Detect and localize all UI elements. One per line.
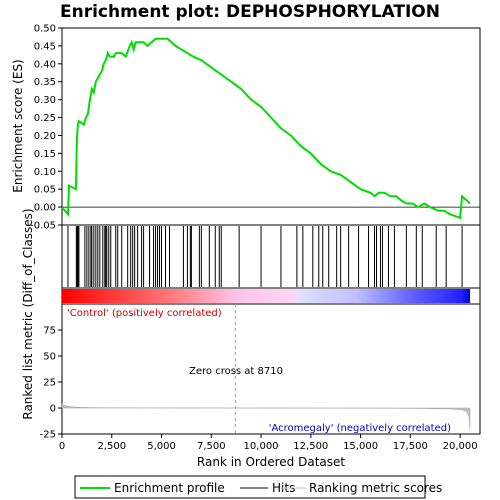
metric-y-axis-label: Ranked list metric (Diff_of_Classes): [21, 208, 35, 419]
hits-frame: [61, 224, 481, 289]
metric-y-tick-label: 50: [43, 352, 56, 363]
enrichment-score-panel: -0.05 0.00 0.05 0.10 0.15 0.20 0.25 0.30 0.35 0.4…: [11, 24, 481, 232]
legend-enrichment-label: Enrichment profile: [114, 481, 225, 495]
es-y-tick-label: -0.05: [30, 221, 56, 232]
es-y-axis-label: Enrichment score (ES): [11, 59, 25, 192]
metric-y-axis: -25 0 25 50 75: [40, 326, 62, 441]
enrichment-profile-line: [61, 37, 471, 220]
es-y-tick-label: 0.05: [34, 185, 56, 196]
x-tick-label: 10,000: [244, 441, 279, 452]
legend-box: [74, 475, 426, 499]
x-tick-label: 20,000: [443, 441, 478, 452]
zero-cross-label: Zero cross at 8710: [189, 366, 283, 377]
ranking-metric-area: [61, 403, 471, 429]
x-axis: 0 2,500 5,000 7,500 10,000 12,500 15,000 17,500…: [59, 434, 478, 452]
metric-y-tick-label: 0: [50, 404, 56, 415]
es-y-tick-label: 0.50: [34, 24, 56, 35]
color-bar-gradient: [62, 289, 471, 303]
hits-panel: [61, 224, 481, 289]
es-y-tick-label: 0.45: [34, 41, 56, 52]
x-tick-label: 15,000: [343, 441, 378, 452]
es-y-axis: -0.05 0.00 0.05 0.10 0.15 0.20 0.25 0.30 0.35 0.4…: [30, 24, 62, 232]
es-y-tick-label: 0.00: [34, 203, 56, 214]
x-axis-label: Rank in Ordered Dataset: [197, 455, 345, 469]
metric-y-tick-label: 75: [43, 326, 56, 337]
es-y-tick-label: 0.30: [34, 95, 56, 106]
rank-color-bar: [61, 287, 481, 305]
x-tick-label: 12,500: [293, 441, 328, 452]
legend: Enrichment profile Hits Ranking metric s…: [74, 475, 442, 499]
es-y-tick-label: 0.40: [34, 59, 56, 70]
positive-class-label: 'Control' (positively correlated): [67, 308, 222, 319]
metric-y-tick-label: -25: [40, 430, 56, 441]
ranked-metric-panel: -25 0 25 50 75 'Control' (positively correla…: [21, 208, 481, 441]
legend-metric-label: Ranking metric scores: [309, 481, 442, 495]
chart-title: Enrichment plot: DEPHOSPHORYLATION: [60, 2, 440, 22]
x-tick-label: 2,500: [97, 441, 126, 452]
x-tick-label: 0: [59, 441, 65, 452]
metric-plot-frame: [61, 303, 481, 435]
es-y-tick-label: 0.20: [34, 131, 56, 142]
x-tick-label: 5,000: [147, 441, 176, 452]
es-y-tick-label: 0.25: [34, 113, 56, 124]
x-tick-label: 17,500: [393, 441, 428, 452]
es-y-tick-label: 0.10: [34, 167, 56, 178]
es-y-tick-label: 0.15: [34, 149, 56, 160]
hit-markers: [67, 226, 463, 287]
x-tick-label: 7,500: [197, 441, 226, 452]
es-y-tick-label: 0.35: [34, 77, 56, 88]
es-plot-frame: [61, 27, 481, 226]
negative-class-label: 'Acromegaly' (negatively correlated): [269, 423, 451, 434]
metric-y-tick-label: 25: [43, 378, 56, 389]
